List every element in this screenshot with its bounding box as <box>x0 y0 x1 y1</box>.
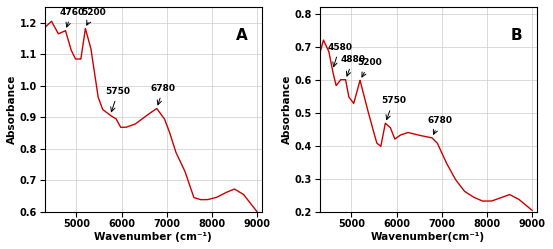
Y-axis label: Absorbance: Absorbance <box>7 75 17 144</box>
Text: 5200: 5200 <box>81 8 106 25</box>
Text: 6780: 6780 <box>151 84 176 105</box>
Text: A: A <box>236 28 247 43</box>
Text: 5750: 5750 <box>381 96 406 120</box>
Text: 4880: 4880 <box>341 55 366 76</box>
Text: 4580: 4580 <box>327 43 352 67</box>
Y-axis label: Absorbance: Absorbance <box>282 75 292 144</box>
X-axis label: Wavenumber (cm⁻¹): Wavenumber (cm⁻¹) <box>94 232 212 242</box>
Text: 5200: 5200 <box>357 58 382 77</box>
Text: B: B <box>510 28 522 43</box>
Text: 6780: 6780 <box>427 116 452 134</box>
Text: 5750: 5750 <box>106 87 131 112</box>
Text: 4760: 4760 <box>59 7 84 27</box>
X-axis label: Wavenumber(cm⁻¹): Wavenumber(cm⁻¹) <box>371 232 486 242</box>
